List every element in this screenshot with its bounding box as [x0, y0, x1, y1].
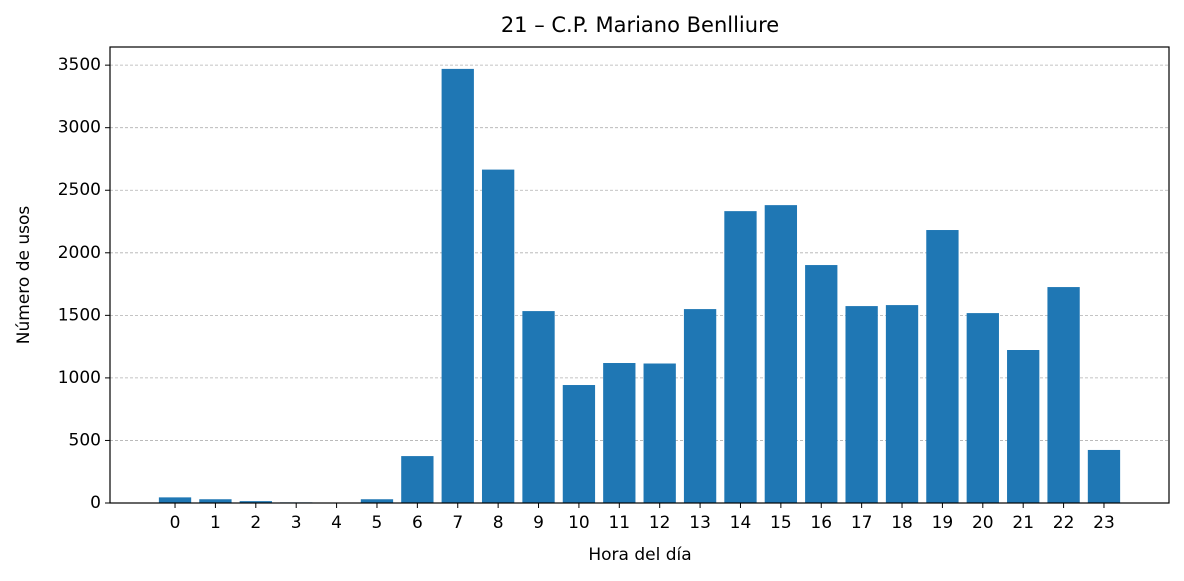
x-tick-label: 1 — [210, 513, 221, 533]
x-tick-label: 7 — [452, 513, 463, 533]
bar — [401, 456, 434, 503]
x-tick-label: 12 — [649, 513, 671, 533]
bar — [441, 68, 474, 503]
bar — [158, 497, 192, 503]
bar — [926, 230, 959, 503]
x-tick-label: 18 — [891, 513, 913, 533]
bar — [885, 305, 919, 503]
x-tick-label: 6 — [412, 513, 423, 533]
bar — [1007, 349, 1040, 503]
y-tick-label: 1500 — [58, 305, 101, 325]
chart-title: 21 – C.P. Mariano Benlliure — [501, 13, 779, 37]
x-tick-label: 15 — [770, 513, 792, 533]
x-tick-label: 16 — [810, 513, 832, 533]
bar — [603, 363, 636, 503]
bar — [764, 205, 798, 503]
bar — [724, 211, 757, 503]
x-axis-label: Hora del día — [588, 545, 691, 565]
y-tick-label: 3000 — [58, 118, 101, 138]
y-tick-label: 500 — [69, 430, 101, 450]
plot-frame — [109, 46, 1170, 504]
y-tick-label: 0 — [90, 493, 101, 513]
bar — [1047, 287, 1080, 503]
x-tick-label: 22 — [1053, 513, 1075, 533]
x-tick-label: 17 — [851, 513, 873, 533]
x-tick-label: 3 — [291, 513, 302, 533]
y-axis-label: Número de usos — [14, 206, 34, 345]
bar — [683, 309, 717, 503]
x-tick-label: 20 — [972, 513, 994, 533]
bar — [199, 499, 232, 503]
bar — [805, 265, 838, 503]
y-tick-label: 2500 — [58, 180, 101, 200]
x-tick-label: 19 — [932, 513, 954, 533]
bar — [360, 499, 394, 503]
x-tick-label: 13 — [689, 513, 711, 533]
x-tick-label: 0 — [170, 513, 181, 533]
x-tick-label: 23 — [1093, 513, 1115, 533]
x-tick-label: 10 — [568, 513, 590, 533]
x-tick-label: 11 — [608, 513, 630, 533]
x-tick-label: 9 — [533, 513, 544, 533]
y-tick-label: 2000 — [58, 243, 101, 263]
bar — [1087, 449, 1121, 503]
x-tick-label: 5 — [372, 513, 383, 533]
bar — [522, 311, 555, 503]
bar — [845, 306, 878, 503]
x-tick-label: 8 — [493, 513, 504, 533]
y-tick-label: 3500 — [58, 55, 101, 75]
x-tick-label: 14 — [730, 513, 752, 533]
bar — [481, 169, 515, 503]
x-tick-label: 4 — [331, 513, 342, 533]
bar — [643, 363, 676, 503]
bar — [966, 313, 999, 503]
bar — [239, 501, 272, 503]
x-tick-label: 2 — [250, 513, 261, 533]
x-tick-label: 21 — [1012, 513, 1034, 533]
y-tick-label: 1000 — [58, 368, 101, 388]
bar — [562, 385, 596, 503]
